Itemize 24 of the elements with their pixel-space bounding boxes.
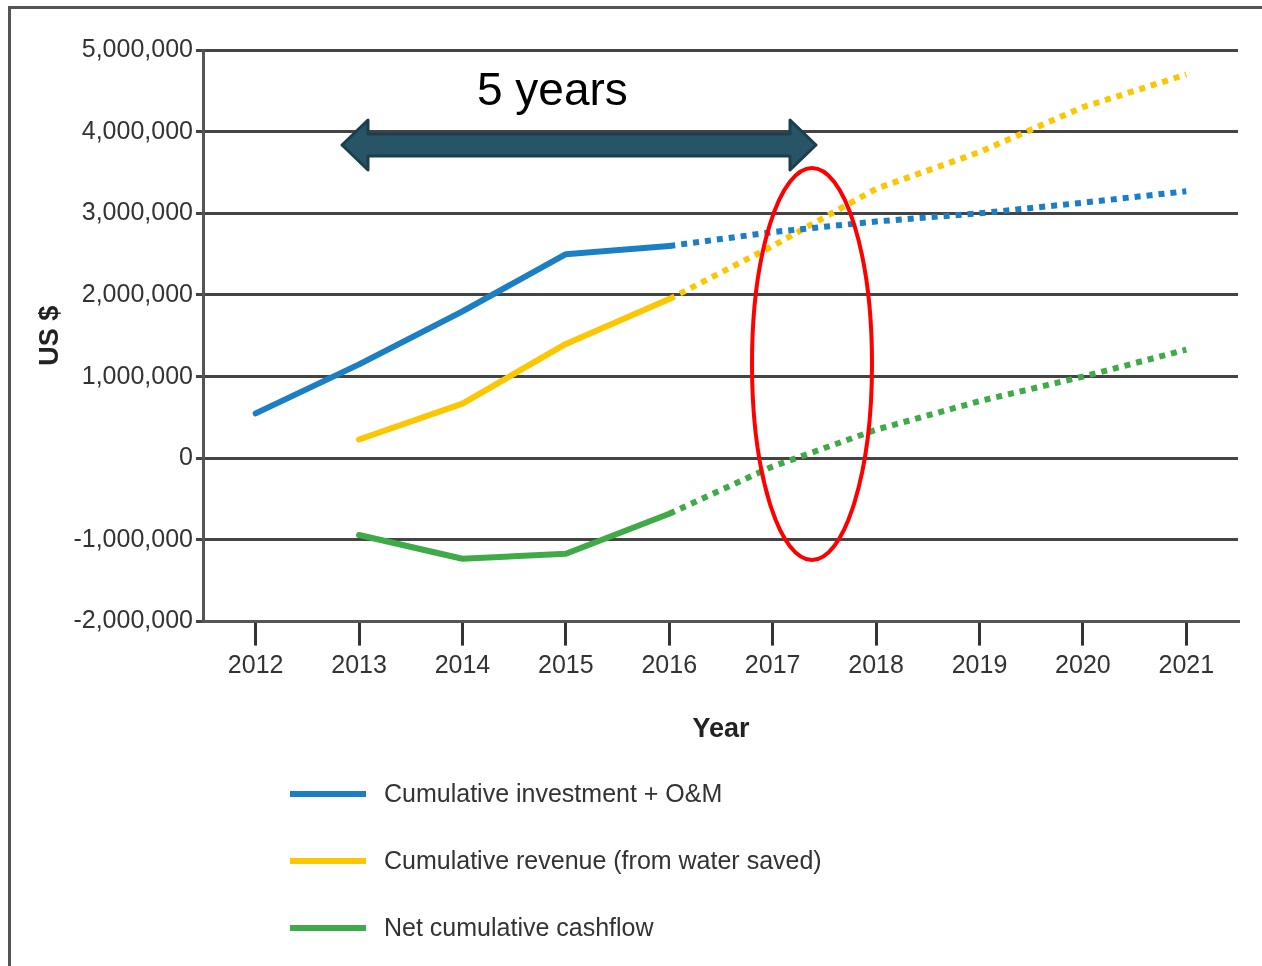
- annotation: 5 years: [477, 62, 628, 116]
- x-tick-label: 2021: [1158, 650, 1215, 679]
- x-tick-label: 2016: [641, 650, 698, 679]
- y-tick-label: 0: [179, 442, 193, 471]
- x-axis-title: Year: [692, 713, 750, 744]
- x-tick-label: 2015: [538, 650, 594, 679]
- x-tick-label: 2018: [848, 650, 904, 679]
- legend-label: Net cumulative cashflow: [384, 913, 654, 942]
- x-tick-label: 2012: [227, 650, 284, 679]
- y-tick-label: 4,000,000: [81, 115, 193, 144]
- legend-label: Cumulative revenue (from water saved): [384, 846, 822, 875]
- x-tick-label: 2020: [1055, 650, 1111, 679]
- x-tick-label: 2019: [951, 650, 1008, 679]
- x-tick-label: 2013: [331, 650, 387, 679]
- x-tick-label: 2017: [744, 650, 801, 679]
- y-tick-label: 2,000,000: [81, 278, 193, 307]
- y-tick-label: 1,000,000: [81, 360, 193, 389]
- y-tick-label: -2,000,000: [73, 605, 193, 634]
- y-tick-label: -1,000,000: [73, 523, 193, 552]
- x-tick-label: 2014: [434, 650, 491, 679]
- y-tick-label: 3,000,000: [81, 197, 193, 226]
- legend-label: Cumulative investment + O&M: [384, 779, 723, 808]
- y-axis-title: US $: [33, 305, 64, 366]
- y-tick-label: 5,000,000: [81, 33, 193, 62]
